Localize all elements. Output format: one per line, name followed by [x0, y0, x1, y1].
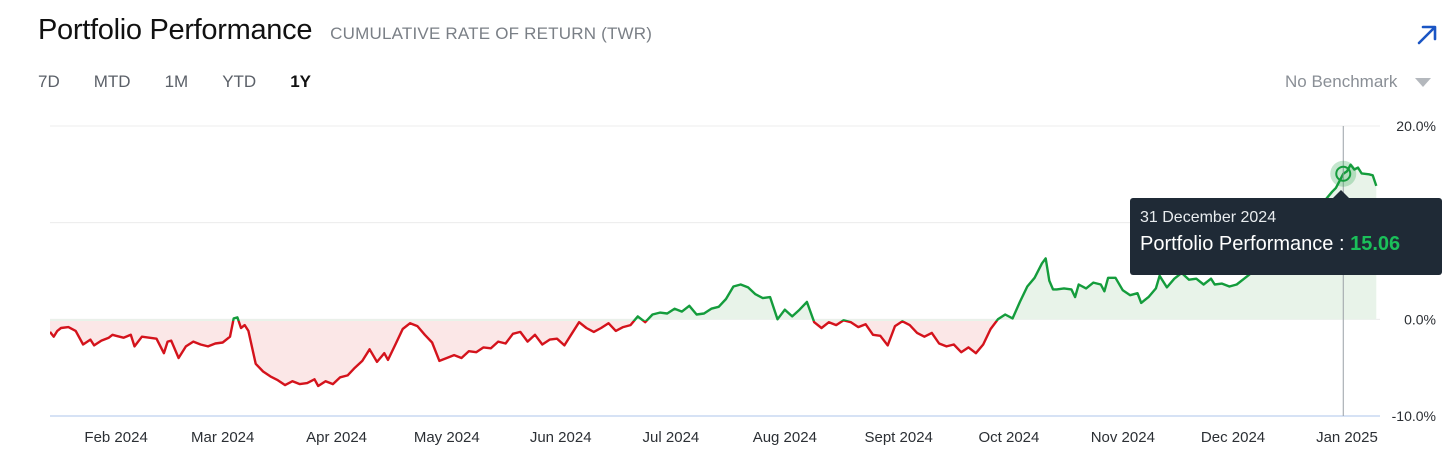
- tooltip-value-line: Portfolio Performance : 15.06: [1140, 233, 1432, 256]
- positive-area: [50, 164, 1377, 321]
- time-range-selector: 7D MTD 1M YTD 1Y: [38, 72, 345, 92]
- range-1m[interactable]: 1M: [164, 72, 189, 91]
- y-tick-label: -10.0%: [1392, 408, 1436, 424]
- chart-tooltip: 31 December 2024 Portfolio Performance :…: [1130, 190, 1442, 275]
- chart-header: Portfolio Performance CUMULATIVE RATE OF…: [38, 14, 652, 47]
- benchmark-dropdown[interactable]: No Benchmark: [1285, 72, 1432, 92]
- x-tick-label: May 2024: [414, 429, 480, 446]
- x-tick-label: Aug 2024: [753, 429, 817, 446]
- highlight-point: [1335, 165, 1352, 182]
- x-tick-label: Jun 2024: [530, 429, 592, 446]
- x-tick-label: Sept 2024: [864, 429, 932, 446]
- page-title: Portfolio Performance: [38, 14, 313, 46]
- x-tick-label: Feb 2024: [84, 429, 147, 446]
- arrow-up-right-icon[interactable]: [1414, 22, 1440, 48]
- y-axis-ticks: 20.0% 0.0% -10.0%: [1392, 118, 1436, 424]
- tooltip-value: 15.06: [1350, 233, 1401, 255]
- x-axis-ticks: Feb 2024 Mar 2024 Apr 2024 May 2024 Jun 2024…: [84, 429, 1377, 446]
- chart-subtitle: CUMULATIVE RATE OF RETURN (TWR): [330, 24, 653, 43]
- x-tick-label: Nov 2024: [1091, 429, 1155, 446]
- tooltip-separator: :: [1333, 233, 1351, 255]
- x-tick-label: Dec 2024: [1201, 429, 1265, 446]
- y-tick-label: 20.0%: [1396, 118, 1436, 134]
- x-tick-label: Apr 2024: [306, 429, 367, 446]
- range-ytd[interactable]: YTD: [222, 72, 257, 91]
- y-tick-label: 0.0%: [1404, 311, 1436, 327]
- tooltip-date: 31 December 2024: [1140, 209, 1277, 226]
- negative-area: [50, 321, 997, 386]
- x-tick-label: Mar 2024: [191, 429, 254, 446]
- chart-lines: [50, 163, 1378, 388]
- x-tick-label: Jan 2025: [1316, 429, 1378, 446]
- range-1y[interactable]: 1Y: [290, 72, 311, 91]
- range-mtd[interactable]: MTD: [93, 72, 131, 91]
- chart-area-fills: [50, 164, 1377, 386]
- x-tick-label: Jul 2024: [643, 429, 700, 446]
- range-7d[interactable]: 7D: [38, 72, 60, 91]
- tooltip-series-name: Portfolio Performance: [1140, 233, 1334, 255]
- caret-down-icon: [1415, 77, 1432, 87]
- x-tick-label: Oct 2024: [978, 429, 1039, 446]
- benchmark-label: No Benchmark: [1285, 72, 1398, 91]
- series-line-positive: [231, 163, 1378, 321]
- highlight-halo: [1330, 160, 1357, 187]
- series-line-negative: [50, 321, 999, 388]
